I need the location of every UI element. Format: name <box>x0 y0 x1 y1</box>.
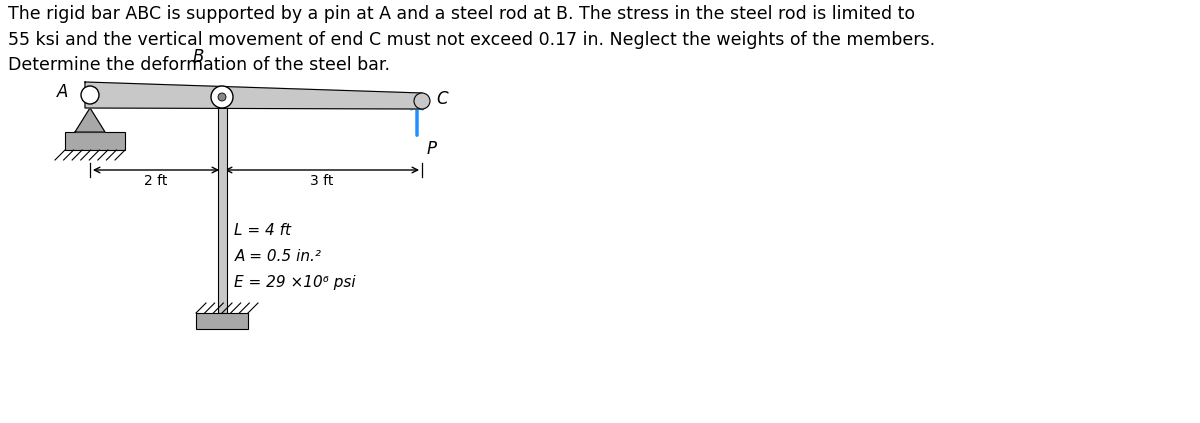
Bar <box>65 132 125 150</box>
Text: P: P <box>427 140 437 158</box>
Text: 2 ft: 2 ft <box>144 174 168 188</box>
Text: E = 29 ×10⁶ psi: E = 29 ×10⁶ psi <box>234 275 356 290</box>
Bar <box>196 313 248 329</box>
Circle shape <box>82 86 98 104</box>
Bar <box>217 86 227 313</box>
Text: A = 0.5 in.²: A = 0.5 in.² <box>234 249 322 264</box>
Text: 3 ft: 3 ft <box>311 174 334 188</box>
Circle shape <box>414 93 430 109</box>
Circle shape <box>218 93 226 101</box>
Text: A: A <box>56 83 68 101</box>
Text: L = 4 ft: L = 4 ft <box>234 223 292 238</box>
Text: The rigid bar ABC is supported by a pin at A and a steel rod at B. The stress in: The rigid bar ABC is supported by a pin … <box>8 5 935 74</box>
Text: C: C <box>436 90 448 108</box>
Polygon shape <box>85 82 422 109</box>
Circle shape <box>211 86 233 108</box>
Polygon shape <box>74 108 106 132</box>
Text: B: B <box>193 48 204 66</box>
